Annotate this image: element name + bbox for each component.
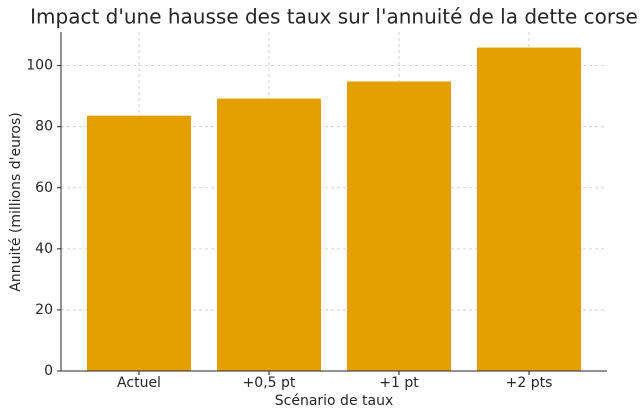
- x-tick-label: +2 pts: [506, 375, 553, 391]
- y-tick-label: 40: [35, 241, 53, 257]
- x-tick-label: Actuel: [117, 375, 161, 391]
- x-tick-label: +1 pt: [379, 375, 419, 391]
- bar: [477, 47, 581, 371]
- bar: [217, 98, 321, 372]
- y-tick-label: 0: [44, 363, 53, 379]
- y-axis-label: Annuité (millions d'euros): [8, 112, 24, 291]
- x-tick-label: +0,5 pt: [243, 375, 296, 391]
- bar: [87, 115, 191, 371]
- y-tick-label: 60: [35, 180, 53, 196]
- y-tick-label: 80: [35, 119, 53, 135]
- x-axis-label: Scénario de taux: [275, 393, 394, 409]
- chart-title: Impact d'une hausse des taux sur l'annui…: [30, 5, 638, 29]
- y-tick-label: 100: [26, 58, 53, 74]
- bar: [347, 81, 451, 371]
- y-tick-label: 20: [35, 302, 53, 318]
